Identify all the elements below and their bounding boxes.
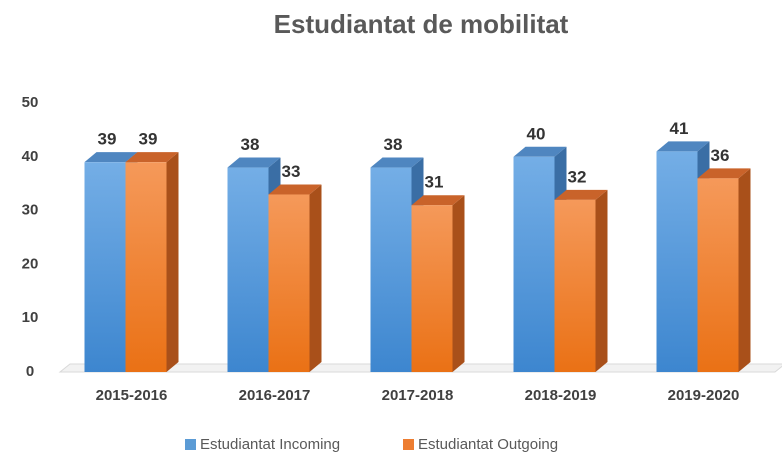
- bar: [554, 199, 596, 372]
- legend-label: Estudiantat Outgoing: [418, 436, 558, 453]
- x-tick-label: 2016-2017: [239, 387, 311, 404]
- y-tick-label: 10: [22, 309, 39, 326]
- bar-side: [166, 152, 179, 372]
- bar-top: [84, 152, 138, 163]
- x-tick-label: 2019-2020: [668, 387, 740, 404]
- bar: [125, 162, 167, 372]
- x-tick-label: 2017-2018: [382, 387, 454, 404]
- y-tick-label: 50: [22, 94, 39, 111]
- value-label: 33: [282, 162, 301, 181]
- bar-top: [513, 146, 567, 157]
- legend-label: Estudiantat Incoming: [200, 436, 340, 453]
- bar-top: [125, 152, 179, 163]
- bar: [84, 162, 126, 372]
- value-label: 36: [711, 146, 730, 165]
- bar-top: [411, 195, 465, 206]
- bar-top: [370, 157, 424, 168]
- y-tick-label: 20: [22, 255, 39, 272]
- bar-top: [554, 189, 608, 200]
- value-label: 32: [568, 167, 587, 186]
- y-tick-label: 0: [26, 363, 34, 380]
- value-label: 41: [670, 119, 689, 138]
- bar: [370, 167, 412, 372]
- value-label: 38: [241, 135, 260, 154]
- bar: [513, 156, 555, 372]
- bar-side: [309, 184, 322, 372]
- x-tick-label: 2015-2016: [96, 387, 168, 404]
- bar: [656, 151, 698, 372]
- bar-top: [697, 168, 751, 179]
- value-label: 31: [425, 173, 444, 192]
- value-label: 38: [384, 135, 403, 154]
- bar-top: [227, 157, 281, 168]
- legend-swatch: [403, 439, 414, 450]
- bar: [268, 194, 310, 372]
- legend-swatch: [185, 439, 196, 450]
- bar: [227, 167, 269, 372]
- bar-side: [595, 189, 608, 372]
- y-tick-label: 30: [22, 202, 39, 219]
- value-label: 39: [98, 130, 117, 149]
- bar-top: [656, 141, 710, 152]
- bar: [697, 178, 739, 372]
- bar-side: [738, 168, 751, 372]
- bar: [411, 205, 453, 372]
- value-label: 40: [527, 124, 546, 143]
- value-label: 39: [139, 130, 158, 149]
- chart-title: Estudiantat de mobilitat: [274, 9, 569, 39]
- bar-top: [268, 184, 322, 195]
- x-tick-label: 2018-2019: [525, 387, 597, 404]
- bar-side: [452, 195, 465, 372]
- y-tick-label: 40: [22, 148, 39, 165]
